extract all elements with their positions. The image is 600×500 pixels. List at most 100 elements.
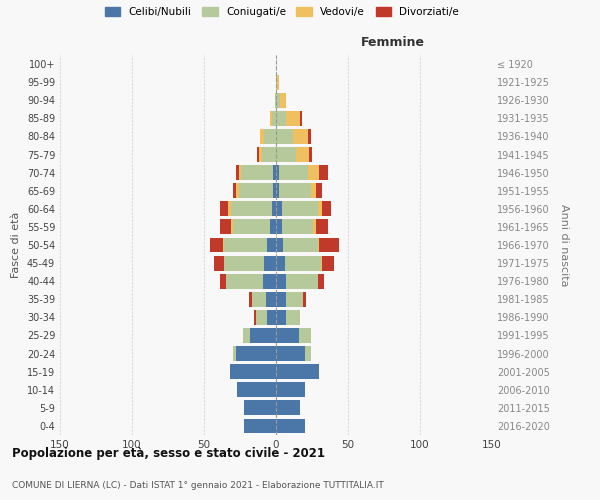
Bar xyxy=(282,220,313,234)
Bar xyxy=(320,256,322,270)
Bar xyxy=(319,238,340,252)
Bar xyxy=(304,292,306,306)
Bar xyxy=(233,184,236,198)
Text: Femmine: Femmine xyxy=(361,36,425,50)
Bar xyxy=(265,256,276,270)
Bar xyxy=(266,292,276,306)
Bar xyxy=(256,310,268,325)
Bar xyxy=(276,165,279,180)
Bar xyxy=(276,274,286,288)
Bar xyxy=(276,202,282,216)
Bar xyxy=(226,274,263,288)
Bar xyxy=(318,202,322,216)
Bar xyxy=(311,184,316,198)
Bar xyxy=(232,220,233,234)
Bar xyxy=(236,184,239,198)
Bar xyxy=(251,292,266,306)
Bar xyxy=(262,147,276,162)
Bar xyxy=(309,147,312,162)
Bar xyxy=(260,129,265,144)
Bar xyxy=(270,220,276,234)
Bar xyxy=(276,184,279,198)
Bar xyxy=(220,220,232,234)
Bar xyxy=(280,93,286,108)
Bar xyxy=(286,274,318,288)
Bar xyxy=(313,220,316,234)
Bar xyxy=(286,310,301,325)
Bar xyxy=(322,202,331,216)
Bar xyxy=(276,292,286,306)
Bar xyxy=(276,418,305,434)
Bar xyxy=(308,165,319,180)
Bar xyxy=(308,129,311,144)
Bar xyxy=(259,147,262,162)
Bar xyxy=(283,238,318,252)
Bar xyxy=(270,111,272,126)
Bar xyxy=(244,400,276,415)
Bar xyxy=(318,238,319,252)
Bar xyxy=(257,147,259,162)
Bar xyxy=(224,238,268,252)
Bar xyxy=(230,364,276,379)
Bar xyxy=(239,184,273,198)
Bar xyxy=(250,328,276,343)
Bar xyxy=(276,382,305,397)
Bar xyxy=(286,111,301,126)
Bar xyxy=(276,346,305,361)
Bar xyxy=(276,129,293,144)
Bar xyxy=(233,346,236,361)
Bar xyxy=(305,346,311,361)
Bar xyxy=(272,111,276,126)
Bar xyxy=(263,274,276,288)
Bar xyxy=(276,220,282,234)
Bar xyxy=(224,256,265,270)
Bar xyxy=(286,292,304,306)
Bar xyxy=(276,328,299,343)
Bar xyxy=(301,111,302,126)
Bar xyxy=(254,310,256,325)
Bar xyxy=(276,93,280,108)
Bar xyxy=(296,147,309,162)
Bar xyxy=(239,165,241,180)
Bar xyxy=(237,382,276,397)
Bar xyxy=(241,165,273,180)
Bar xyxy=(276,400,301,415)
Y-axis label: Anni di nascita: Anni di nascita xyxy=(559,204,569,286)
Bar xyxy=(322,256,334,270)
Bar xyxy=(282,202,318,216)
Y-axis label: Fasce di età: Fasce di età xyxy=(11,212,21,278)
Bar xyxy=(284,256,320,270)
Text: Popolazione per età, sesso e stato civile - 2021: Popolazione per età, sesso e stato civil… xyxy=(12,448,325,460)
Bar xyxy=(273,184,276,198)
Bar xyxy=(268,310,276,325)
Bar xyxy=(244,418,276,434)
Bar xyxy=(236,346,276,361)
Bar xyxy=(272,202,276,216)
Bar xyxy=(276,74,277,90)
Bar xyxy=(243,328,250,343)
Bar xyxy=(276,256,284,270)
Bar xyxy=(265,129,276,144)
Bar xyxy=(236,165,239,180)
Bar xyxy=(277,74,279,90)
Bar xyxy=(268,238,276,252)
Bar xyxy=(279,165,308,180)
Bar xyxy=(316,220,328,234)
Bar xyxy=(214,256,224,270)
Bar xyxy=(229,202,232,216)
Bar xyxy=(220,274,226,288)
Bar xyxy=(299,328,311,343)
Bar xyxy=(319,165,328,180)
Bar xyxy=(233,220,270,234)
Bar xyxy=(220,202,229,216)
Bar xyxy=(276,147,296,162)
Bar xyxy=(293,129,308,144)
Bar xyxy=(273,165,276,180)
Bar xyxy=(276,238,283,252)
Bar xyxy=(276,111,286,126)
Bar xyxy=(232,202,272,216)
Bar xyxy=(276,364,319,379)
Bar xyxy=(275,93,276,108)
Bar xyxy=(248,292,251,306)
Bar xyxy=(279,184,311,198)
